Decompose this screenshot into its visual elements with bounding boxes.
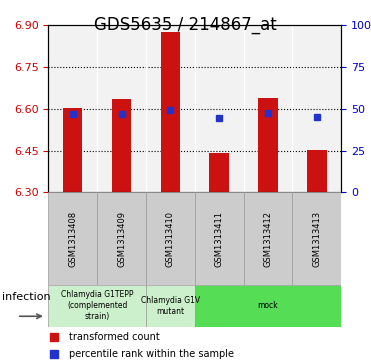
Text: transformed count: transformed count xyxy=(69,332,160,342)
Bar xyxy=(292,192,341,285)
Text: Chlamydia G1TEPP
(complemented
strain): Chlamydia G1TEPP (complemented strain) xyxy=(61,290,133,321)
Bar xyxy=(209,154,229,192)
Bar xyxy=(258,98,278,192)
Bar xyxy=(146,285,195,327)
Bar xyxy=(195,192,244,285)
Text: GSM1313413: GSM1313413 xyxy=(312,211,321,267)
Text: percentile rank within the sample: percentile rank within the sample xyxy=(69,349,234,359)
Text: infection: infection xyxy=(2,292,50,302)
Bar xyxy=(307,150,327,192)
Text: GSM1313410: GSM1313410 xyxy=(166,211,175,267)
Bar xyxy=(161,32,180,192)
Bar xyxy=(97,192,146,285)
Bar xyxy=(112,99,131,192)
Bar xyxy=(244,192,292,285)
Text: GSM1313412: GSM1313412 xyxy=(263,211,273,267)
Text: GSM1313408: GSM1313408 xyxy=(68,211,77,267)
Text: mock: mock xyxy=(258,301,278,310)
Bar xyxy=(48,192,97,285)
Text: Chlamydia G1V
mutant: Chlamydia G1V mutant xyxy=(141,296,200,316)
Bar xyxy=(63,108,82,192)
Bar xyxy=(48,285,146,327)
Text: GSM1313411: GSM1313411 xyxy=(215,211,224,267)
Text: GSM1313409: GSM1313409 xyxy=(117,211,126,267)
Bar xyxy=(195,285,341,327)
Bar xyxy=(146,192,195,285)
Text: GDS5635 / 214867_at: GDS5635 / 214867_at xyxy=(94,16,277,34)
